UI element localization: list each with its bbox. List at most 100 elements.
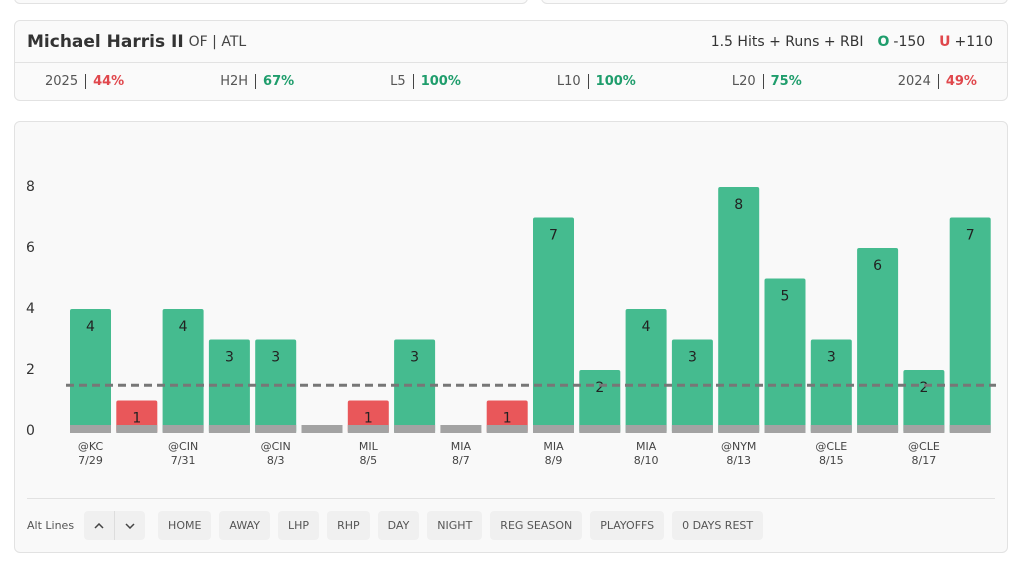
chevron-down	[125, 522, 135, 529]
bar	[533, 217, 574, 433]
x-tick-label: @CLE	[908, 440, 940, 453]
bar	[764, 278, 806, 433]
x-tick-label: @CLE	[815, 440, 847, 453]
alt-line-up[interactable]	[84, 511, 114, 540]
bar-value-label: 4	[179, 319, 188, 335]
filter-button[interactable]: RHP	[327, 511, 370, 540]
bar-base	[533, 425, 574, 433]
bar	[162, 309, 204, 433]
filter-button[interactable]: REG SEASON	[490, 511, 583, 540]
stat-label: H2H	[220, 74, 257, 89]
bar-value-label: 3	[827, 350, 836, 366]
bar-value-label: 7	[549, 228, 558, 244]
header-card: Michael Harris II OF | ATL 1.5 Hits + Ru…	[14, 20, 1008, 101]
x-tick-date: 8/13	[726, 454, 751, 467]
bar-base	[255, 425, 297, 433]
x-tick-label: @CIN	[261, 440, 291, 453]
stat-label: 2024	[897, 74, 939, 89]
bar-base	[208, 425, 250, 433]
stat-value: 44%	[93, 74, 125, 89]
x-tick-label: MIA	[451, 440, 472, 453]
bar-value-label: 3	[271, 350, 280, 366]
filter-button[interactable]: DAY	[377, 511, 420, 540]
stat[interactable]: 2025 44%	[45, 74, 124, 89]
stat[interactable]: L10 100%	[556, 74, 636, 89]
market: 1.5 Hits + Runs + RBI O -150 U +110	[711, 34, 993, 50]
bar-base	[301, 425, 343, 433]
alt-line-stepper	[84, 511, 146, 540]
stat-label: L5	[390, 74, 414, 89]
x-tick-label: @CIN	[168, 440, 198, 453]
filter-button[interactable]: LHP	[278, 511, 320, 540]
filter-button[interactable]: NIGHT	[427, 511, 483, 540]
market-name: 1.5 Hits + Runs + RBI	[710, 34, 864, 50]
controls: Alt Lines HOME AWAY LHP RHP DAY NIGHT REG SEAS…	[27, 511, 764, 540]
bar-value-label: 4	[86, 319, 95, 335]
bar-base	[70, 425, 111, 433]
player-position: OF | ATL	[188, 34, 247, 50]
filter-button[interactable]: PLAYOFFS	[590, 511, 665, 540]
filter-button[interactable]: HOME	[158, 511, 212, 540]
stat[interactable]: L20 75%	[731, 74, 802, 89]
bar-value-label: 8	[734, 197, 743, 213]
x-tick-date: 8/5	[359, 454, 377, 467]
stat-label: L20	[731, 74, 764, 89]
bar-base	[857, 425, 899, 433]
bar-value-label: 6	[873, 258, 882, 274]
stat-value: 100%	[420, 74, 461, 89]
stat-value: 67%	[263, 74, 295, 89]
x-tick-date: 7/31	[171, 454, 196, 467]
alt-lines-label: Alt Lines	[27, 519, 75, 532]
bar-base	[486, 425, 528, 433]
x-tick-label: @NYM	[721, 440, 756, 453]
x-tick-date: 8/17	[912, 454, 937, 467]
x-tick-date: 8/3	[267, 454, 285, 467]
bar-base	[671, 425, 713, 433]
bar	[116, 400, 158, 433]
filter-button[interactable]: 0 DAYS REST	[672, 511, 764, 540]
bar	[486, 400, 528, 433]
stat-label: L10	[556, 74, 589, 89]
under-odds[interactable]: U +110	[939, 34, 993, 50]
stat-label: 2025	[45, 74, 87, 89]
stat[interactable]: 2024 49%	[897, 74, 977, 89]
x-tick-label: MIA	[543, 440, 564, 453]
divider	[27, 498, 995, 499]
stat[interactable]: L5 100%	[390, 74, 461, 89]
under-value: +110	[954, 34, 993, 50]
stat[interactable]: H2H 67%	[220, 74, 294, 89]
bar-base	[903, 425, 945, 433]
bar-value-label: 3	[225, 350, 234, 366]
over-odds[interactable]: O -150	[877, 34, 925, 50]
x-tick-date: 7/29	[78, 454, 103, 467]
bar-value-label: 2	[919, 380, 928, 396]
bar-value-label: 4	[642, 319, 651, 335]
bar	[70, 309, 111, 433]
y-tick-label: 4	[26, 301, 35, 317]
bar	[394, 339, 436, 433]
bar-value-label: 1	[503, 411, 512, 427]
player-name: Michael Harris II	[27, 32, 184, 52]
y-tick-label: 6	[26, 240, 35, 256]
bar-value-label: 3	[410, 350, 419, 366]
stats-row: 2025 44% H2H 67% L5 100% L10 100% L20 75% 2024 49%	[15, 62, 1007, 100]
bar	[810, 339, 852, 433]
bar	[718, 187, 760, 433]
over-value: -150	[893, 34, 926, 50]
x-tick-label: MIL	[359, 440, 379, 453]
under-label: U	[939, 34, 951, 50]
alt-line-down[interactable]	[114, 511, 145, 540]
chevron-up	[94, 522, 104, 529]
bar-base	[162, 425, 204, 433]
bar	[347, 400, 389, 433]
stat-value: 75%	[770, 74, 802, 89]
x-tick-date: 8/9	[545, 454, 563, 467]
x-tick-date: 8/7	[452, 454, 470, 467]
bar-base	[347, 425, 389, 433]
bar-value-label: 1	[132, 411, 141, 427]
filter-button[interactable]: AWAY	[219, 511, 271, 540]
bar-value-label: 1	[364, 411, 373, 427]
bar-value-label: 5	[781, 289, 790, 305]
